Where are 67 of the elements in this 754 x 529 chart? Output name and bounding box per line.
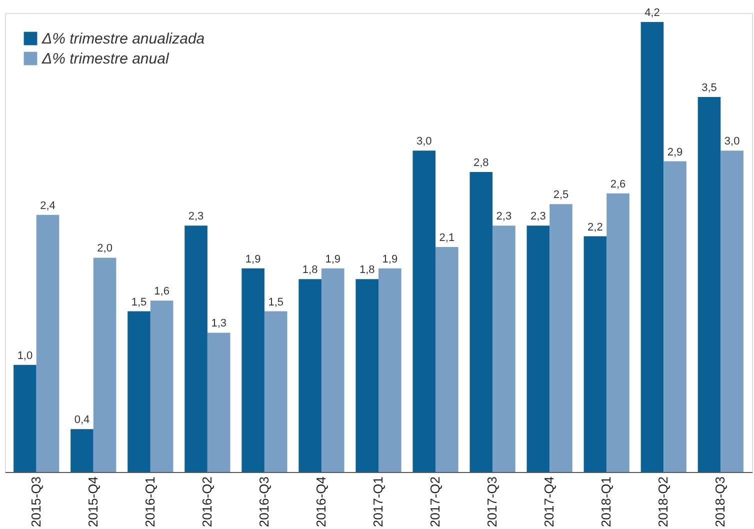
data-label: 1,9 (325, 253, 341, 266)
x-tick-label: 2015-Q4 (85, 476, 100, 528)
bar (14, 364, 36, 472)
x-tick-label: 2017-Q4 (542, 476, 557, 528)
bar (470, 172, 493, 472)
data-label: 1,0 (17, 350, 33, 362)
data-label: 3,0 (416, 136, 432, 148)
x-tick-label: 2018-Q1 (598, 476, 614, 528)
data-label: 1,6 (154, 286, 170, 298)
x-tick-label: 2017-Q1 (370, 476, 386, 528)
data-label: 1,9 (382, 253, 398, 266)
bar (550, 204, 572, 472)
bar (184, 226, 208, 472)
bar (412, 150, 436, 472)
legend-label: Δ% trimestre anual (41, 50, 170, 68)
bar (356, 279, 378, 472)
data-label: 3,5 (702, 82, 717, 94)
data-label: 2,9 (667, 146, 683, 158)
bar (378, 268, 402, 472)
bar (436, 247, 458, 472)
bar (584, 236, 607, 472)
data-label: 1,9 (245, 253, 261, 266)
x-tick-label: 2017-Q2 (428, 476, 443, 528)
data-label: 3,0 (724, 136, 740, 148)
data-label: 2,1 (439, 232, 455, 244)
data-label: 2,3 (496, 210, 512, 223)
data-label: 2,4 (40, 200, 56, 212)
x-tick-label: 2016-Q2 (199, 476, 214, 528)
bar (526, 226, 550, 472)
data-label: 1,8 (302, 264, 318, 276)
data-label: 1,5 (268, 296, 284, 308)
bar (150, 300, 174, 472)
data-label: 2,3 (188, 210, 204, 223)
bar (36, 214, 60, 472)
bar (720, 150, 744, 472)
data-label: 4,2 (644, 7, 660, 19)
bar (207, 332, 230, 472)
bar (698, 97, 721, 472)
bar (93, 258, 116, 472)
data-label: 2,5 (553, 189, 569, 202)
data-label: 2,0 (97, 242, 112, 255)
bar (264, 311, 288, 472)
bar (70, 429, 94, 472)
x-tick-label: 2018-Q3 (712, 476, 728, 528)
bar (242, 268, 264, 472)
x-tick-label: 2017-Q3 (484, 476, 500, 528)
data-label: 2,6 (610, 178, 626, 190)
bar (128, 311, 150, 472)
x-tick-label: 2016-Q3 (256, 476, 272, 528)
x-tick-label: 2016-Q1 (142, 476, 158, 528)
data-label: 2,2 (588, 221, 603, 234)
bar (640, 22, 664, 472)
data-label: 1,8 (359, 264, 375, 276)
legend-label: Δ% trimestre anualizada (41, 30, 205, 48)
data-label: 2,3 (530, 210, 546, 223)
x-tick-label: 2018-Q2 (656, 476, 671, 528)
bar (606, 193, 630, 472)
data-label: 0,4 (74, 414, 90, 426)
data-label: 1,5 (131, 296, 147, 308)
x-tick-label: 2016-Q4 (313, 476, 328, 528)
bar (664, 161, 686, 472)
bar (492, 226, 516, 472)
data-label: 2,8 (473, 157, 489, 169)
data-label: 1,3 (211, 318, 226, 330)
x-tick-label: 2015-Q3 (28, 476, 44, 528)
bar (298, 279, 322, 472)
bar (321, 268, 344, 472)
